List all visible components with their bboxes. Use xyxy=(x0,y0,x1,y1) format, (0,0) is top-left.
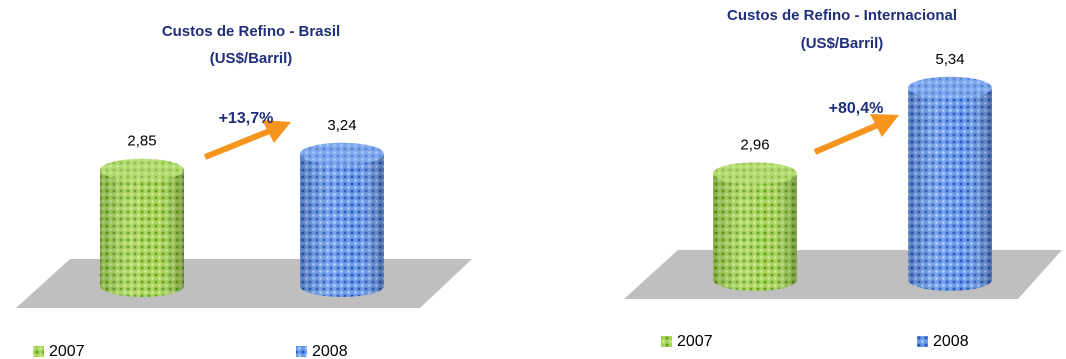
legend-swatch xyxy=(33,346,44,357)
legend-label: 2008 xyxy=(933,333,969,350)
bar-2008: 5,34 xyxy=(908,51,992,291)
bar-cap-tint xyxy=(300,143,384,165)
chart-title: Custos de Refino - Brasil xyxy=(162,23,340,40)
legend-label: 2007 xyxy=(49,343,85,359)
change-label: +13,7% xyxy=(219,110,274,127)
chart-floor xyxy=(16,259,472,308)
legend-label: 2007 xyxy=(677,333,713,350)
legend-item-2008: 2008 xyxy=(296,343,348,359)
bar-2007: 2,96 xyxy=(713,136,797,291)
bar-shading xyxy=(300,154,384,297)
chart-title: Custos de Refino - Internacional xyxy=(727,7,957,24)
data-label: 2,96 xyxy=(740,136,769,153)
bar-cap-tint xyxy=(908,77,992,99)
chart-internacional: Custos de Refino - Internacional (US$/Ba… xyxy=(624,7,1062,299)
legend-item-2007: 2007 xyxy=(661,333,713,350)
bar-2007: 2,85 xyxy=(100,133,184,297)
legend: 2007 2008 xyxy=(661,333,969,350)
bar-cap-tint xyxy=(100,159,184,181)
legend-swatch xyxy=(917,336,928,347)
data-label: 5,34 xyxy=(935,51,964,68)
legend-item-2007: 2007 xyxy=(33,343,85,359)
bar-shading xyxy=(713,173,797,291)
legend-swatch xyxy=(296,346,307,357)
legend: 2007 2008 xyxy=(33,343,348,359)
chart-brasil: Custos de Refino - Brasil (US$/Barril) 2… xyxy=(16,23,472,308)
legend-swatch xyxy=(661,336,672,347)
chart-subtitle: (US$/Barril) xyxy=(210,50,293,67)
legend-item-2008: 2008 xyxy=(917,333,969,350)
bar-shading xyxy=(100,170,184,297)
bar-2008: 3,24 xyxy=(300,117,384,297)
data-label: 3,24 xyxy=(327,117,356,134)
bar-cap-tint xyxy=(713,162,797,184)
chart-subtitle: (US$/Barril) xyxy=(801,35,884,52)
data-label: 2,85 xyxy=(127,133,156,150)
change-label: +80,4% xyxy=(829,100,884,117)
bar-shading xyxy=(908,88,992,291)
chart-floor xyxy=(624,250,1062,299)
legend-label: 2008 xyxy=(312,343,348,359)
increase-arrow xyxy=(815,114,899,152)
